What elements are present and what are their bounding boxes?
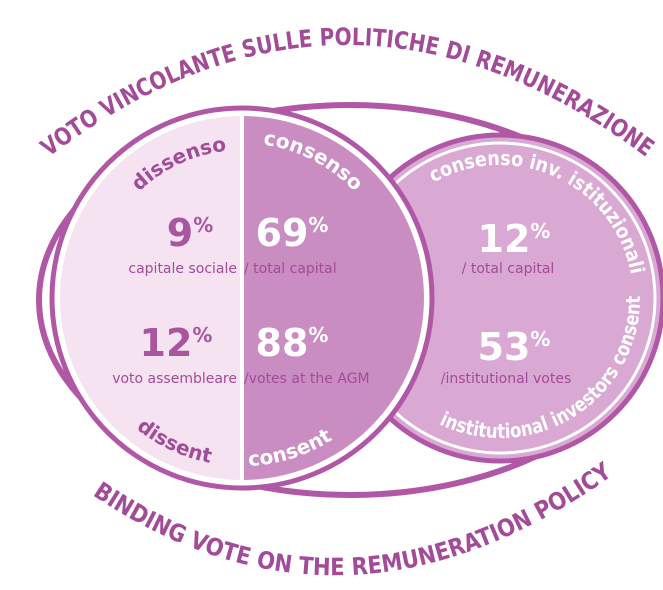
unit: % [530,219,550,243]
caption: /votes at the AGM [244,371,370,387]
caption: capitale sociale [128,261,237,277]
consent-half [242,116,424,480]
caption: / total capital [462,261,555,277]
unit: % [308,323,328,347]
unit: % [308,213,328,237]
unit: % [530,327,550,351]
dissent-half [60,116,242,480]
caption: / total capital [244,261,337,277]
unit: % [192,323,212,347]
caption: /institutional votes [441,371,572,387]
caption: voto assembleare [112,371,237,387]
unit: % [193,213,213,237]
consent-votes: 88% [256,321,329,365]
